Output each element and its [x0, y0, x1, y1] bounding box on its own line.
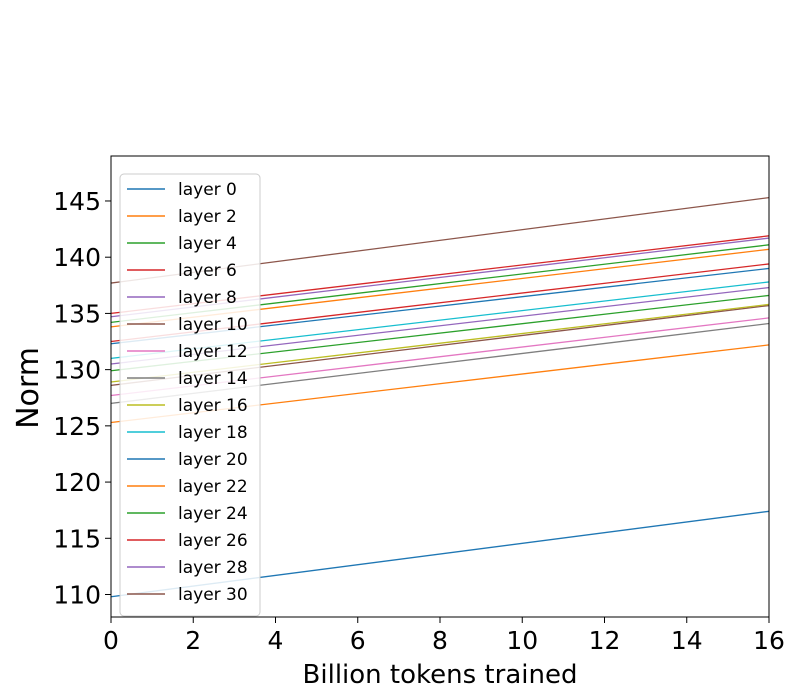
legend-label-layer-28: layer 28: [178, 558, 248, 578]
x-tick-label: 12: [589, 626, 621, 655]
legend-label-layer-16: layer 16: [178, 396, 248, 416]
legend-label-layer-12: layer 12: [178, 342, 248, 362]
legend-label-layer-22: layer 22: [178, 477, 248, 497]
legend-label-layer-4: layer 4: [178, 234, 237, 254]
y-tick-label: 130: [53, 356, 101, 385]
x-tick-label: 14: [671, 626, 703, 655]
legend-label-layer-0: layer 0: [178, 180, 237, 200]
legend-label-layer-8: layer 8: [178, 288, 237, 308]
x-tick-label: 16: [753, 626, 785, 655]
x-tick-label: 2: [185, 626, 201, 655]
x-tick-label: 6: [350, 626, 366, 655]
legend-label-layer-14: layer 14: [178, 369, 248, 389]
legend-label-layer-24: layer 24: [178, 504, 248, 524]
y-tick-label: 120: [53, 468, 101, 497]
y-axis-label: Norm: [11, 347, 46, 429]
x-tick-label: 8: [432, 626, 448, 655]
y-tick-label: 115: [53, 524, 101, 553]
y-axis: 110 115 120 125 130 135 140 145: [53, 187, 111, 610]
legend: layer 0 layer 2 layer 4 layer 6 layer 8 layer…: [119, 173, 261, 617]
legend-label-layer-6: layer 6: [178, 261, 237, 281]
legend-label-layer-20: layer 20: [178, 450, 248, 470]
legend-label-layer-30: layer 30: [178, 585, 248, 605]
legend-label-layer-2: layer 2: [178, 207, 237, 227]
x-tick-label: 10: [506, 626, 538, 655]
y-tick-label: 125: [53, 412, 101, 441]
x-axis: 0 2 4 6 8 10 12 14 16: [103, 617, 785, 655]
y-tick-label: 140: [53, 243, 101, 272]
x-tick-label: 0: [103, 626, 119, 655]
legend-label-layer-10: layer 10: [178, 315, 248, 335]
x-axis-label: Billion tokens trained: [303, 660, 578, 690]
y-tick-label: 145: [53, 187, 101, 216]
y-tick-label: 110: [53, 581, 101, 610]
legend-label-layer-26: layer 26: [178, 531, 248, 551]
x-tick-label: 4: [268, 626, 284, 655]
legend-box: [119, 173, 261, 617]
legend-label-layer-18: layer 18: [178, 423, 248, 443]
y-tick-label: 135: [53, 299, 101, 328]
